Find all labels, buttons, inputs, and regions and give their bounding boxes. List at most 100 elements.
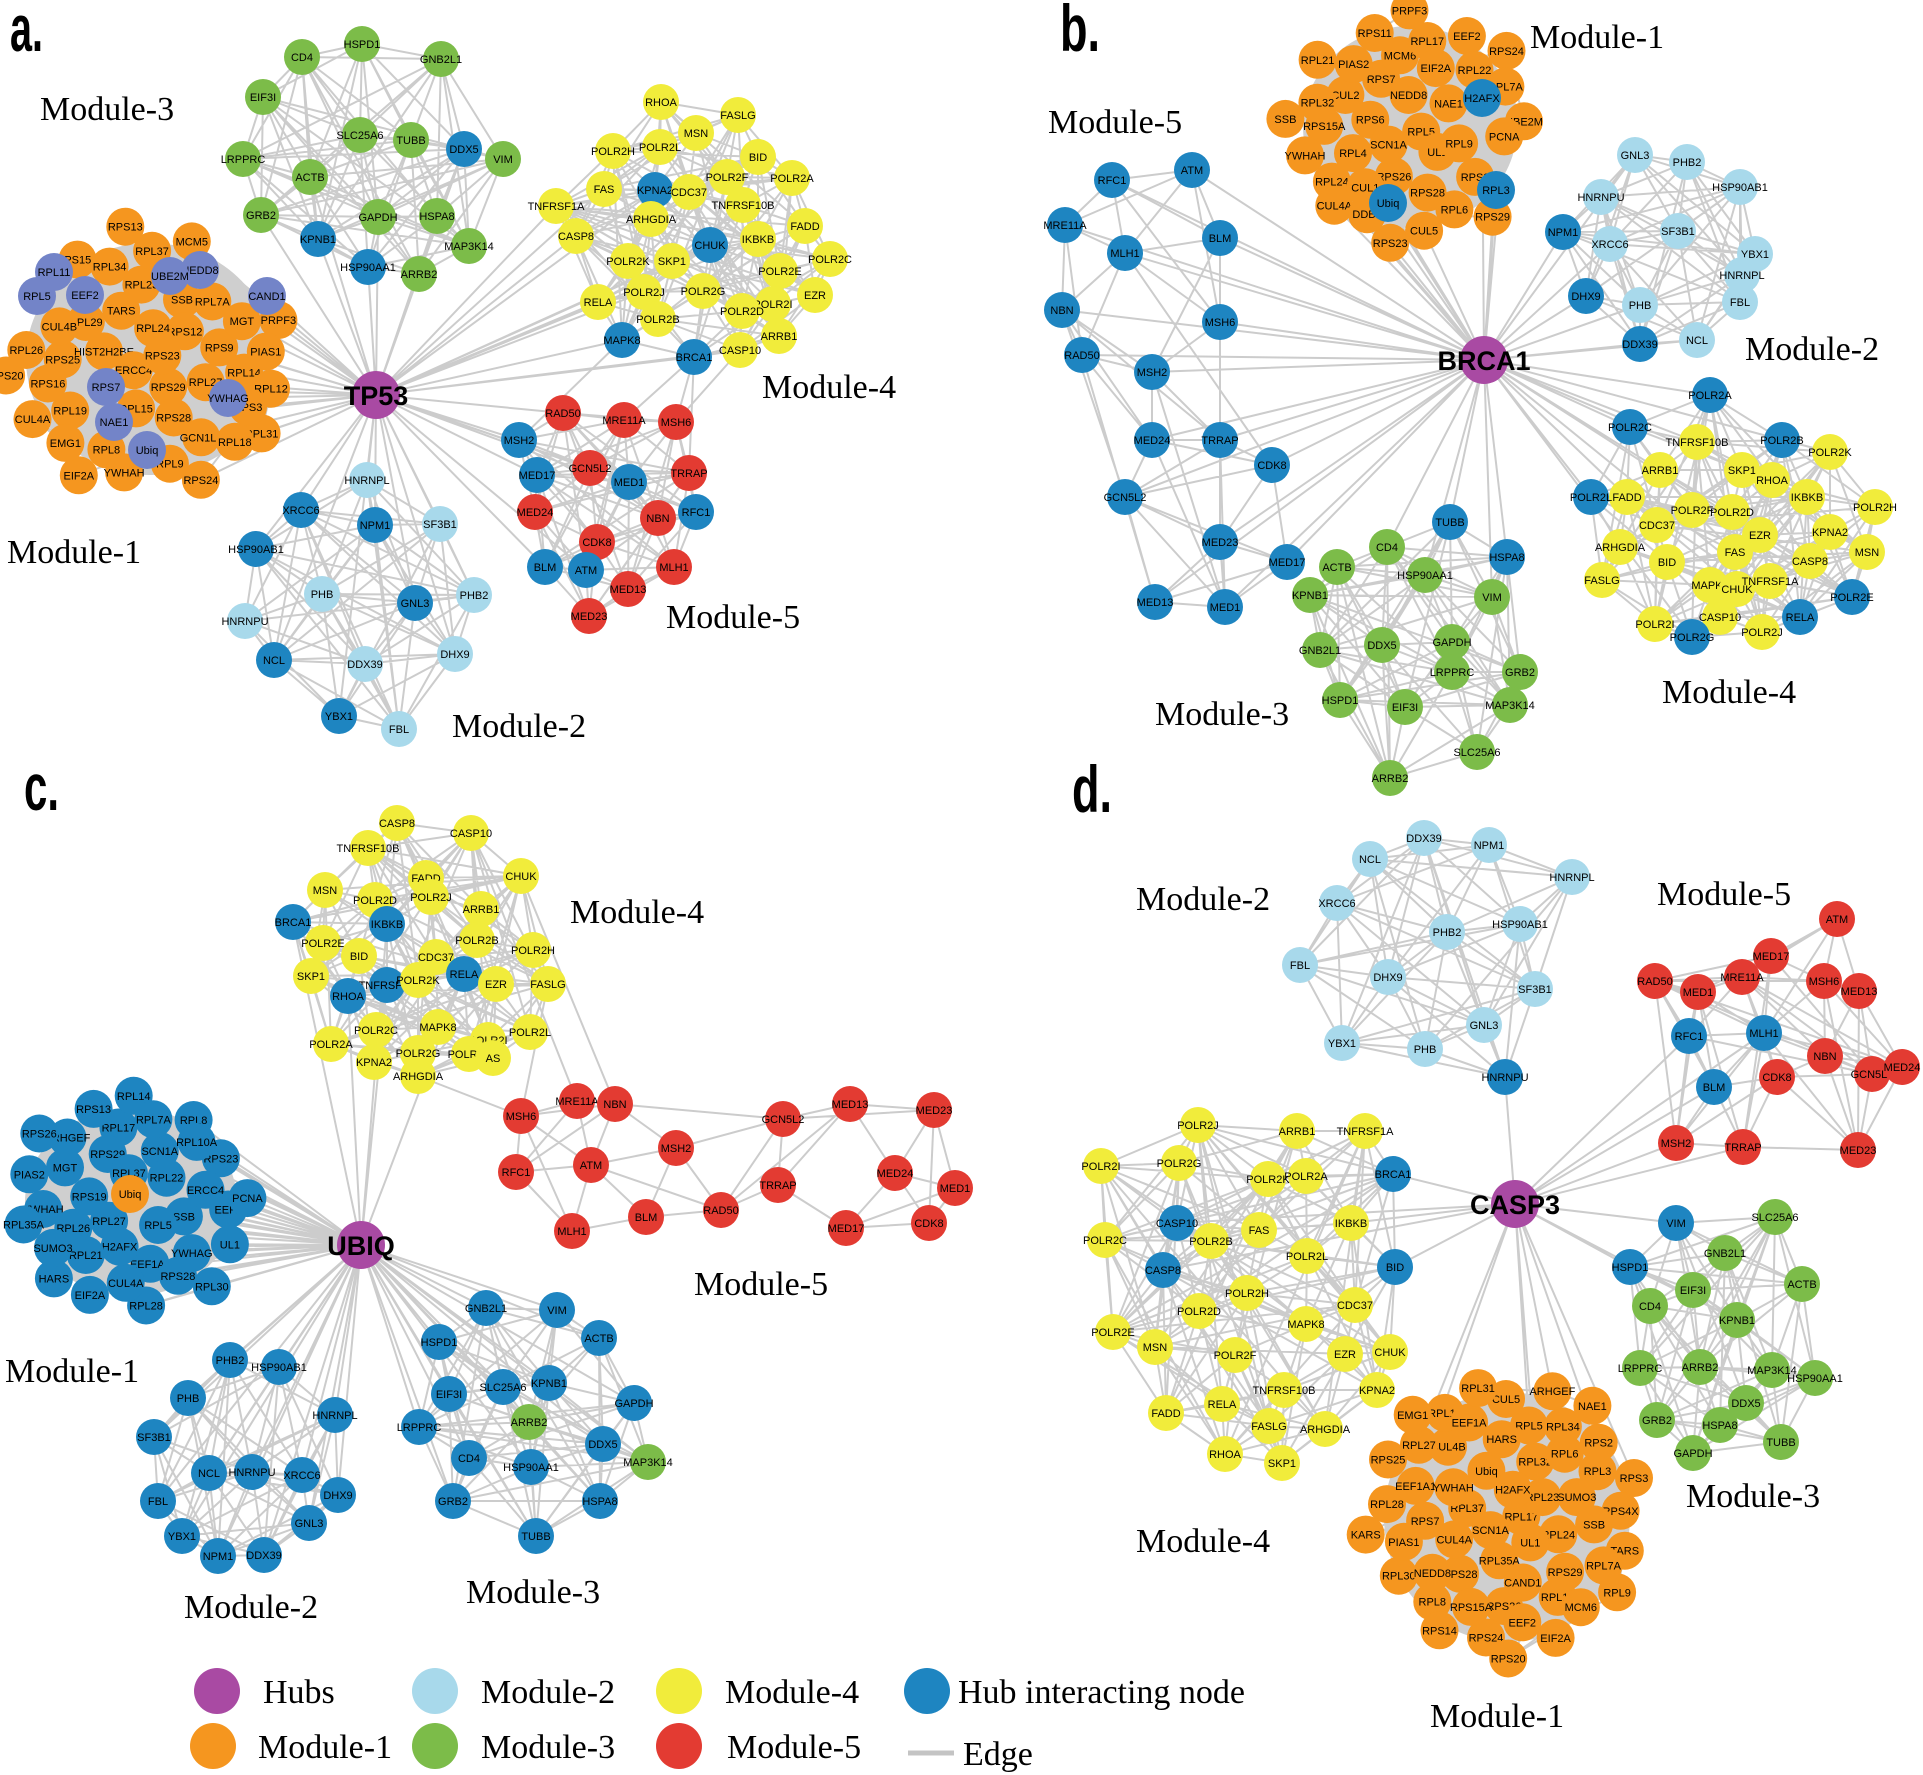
svg-text:POLR2I: POLR2I xyxy=(753,299,792,311)
svg-text:FAS: FAS xyxy=(1249,1225,1270,1237)
svg-text:RPS29: RPS29 xyxy=(1548,1567,1583,1579)
svg-text:HSP90AB1: HSP90AB1 xyxy=(228,544,284,556)
svg-text:RPL8: RPL8 xyxy=(1419,1597,1447,1609)
svg-text:RPS11: RPS11 xyxy=(1358,28,1392,40)
svg-text:MSH6: MSH6 xyxy=(1809,976,1840,988)
svg-text:VIM: VIM xyxy=(1482,592,1502,604)
svg-text:POLR2C: POLR2C xyxy=(1083,1235,1127,1247)
svg-text:GNB2L1: GNB2L1 xyxy=(1704,1248,1746,1260)
svg-text:NEDD8: NEDD8 xyxy=(1390,90,1427,102)
svg-text:MSN: MSN xyxy=(1855,547,1880,559)
svg-text:MAP3K14: MAP3K14 xyxy=(623,1457,673,1469)
svg-text:MED24: MED24 xyxy=(877,1168,914,1180)
svg-text:RPS28: RPS28 xyxy=(156,413,191,425)
svg-text:EIF2A: EIF2A xyxy=(1540,1633,1571,1645)
svg-text:Module-4: Module-4 xyxy=(1662,674,1796,711)
svg-text:TNFRSF10B: TNFRSF10B xyxy=(337,843,400,855)
svg-text:HNRNPL: HNRNPL xyxy=(1719,270,1764,282)
svg-text:CD4: CD4 xyxy=(458,1453,480,1465)
svg-text:MED23: MED23 xyxy=(571,611,608,623)
svg-text:CDC37: CDC37 xyxy=(1639,520,1675,532)
svg-text:RPL31: RPL31 xyxy=(1461,1383,1495,1395)
svg-text:RPL5: RPL5 xyxy=(144,1220,172,1232)
svg-text:MSH6: MSH6 xyxy=(661,417,692,429)
svg-text:EEF1A1: EEF1A1 xyxy=(1395,1481,1436,1493)
svg-text:POLR2E: POLR2E xyxy=(1091,1327,1134,1339)
svg-text:NBN: NBN xyxy=(603,1099,626,1111)
svg-text:H2AFX: H2AFX xyxy=(1495,1485,1531,1497)
svg-text:MSN: MSN xyxy=(313,885,338,897)
svg-text:GCN5L2: GCN5L2 xyxy=(569,463,612,475)
svg-text:RFC1: RFC1 xyxy=(1098,175,1127,187)
svg-text:DDX39: DDX39 xyxy=(347,659,382,671)
svg-text:EEF1A1: EEF1A1 xyxy=(130,1259,171,1271)
svg-text:TNFRSF1A: TNFRSF1A xyxy=(528,201,586,213)
svg-text:SSB: SSB xyxy=(1274,114,1296,126)
svg-text:HSP90AB1: HSP90AB1 xyxy=(1492,919,1548,931)
svg-text:ATM: ATM xyxy=(1181,165,1203,177)
svg-text:RPS25: RPS25 xyxy=(45,354,80,366)
svg-text:POLR2D: POLR2D xyxy=(720,306,764,318)
svg-text:HSPD1: HSPD1 xyxy=(1612,1262,1649,1274)
svg-text:POLR2H: POLR2H xyxy=(1853,502,1897,514)
svg-text:Module-3: Module-3 xyxy=(466,1574,600,1611)
svg-text:MRE11A: MRE11A xyxy=(1043,220,1087,232)
svg-text:GCN5L2: GCN5L2 xyxy=(762,1114,805,1126)
svg-text:MAP3K14: MAP3K14 xyxy=(1485,700,1535,712)
svg-text:POLR2B: POLR2B xyxy=(455,935,498,947)
svg-text:ARRB1: ARRB1 xyxy=(463,904,500,916)
svg-text:PHB2: PHB2 xyxy=(1673,157,1702,169)
svg-text:KPNB1: KPNB1 xyxy=(1292,590,1328,602)
svg-text:MLH1: MLH1 xyxy=(1110,248,1139,260)
svg-text:FASLG: FASLG xyxy=(530,979,565,991)
svg-text:RPL14: RPL14 xyxy=(227,368,261,380)
svg-text:SKP1: SKP1 xyxy=(1728,465,1756,477)
svg-text:MAPK8: MAPK8 xyxy=(419,1022,456,1034)
svg-text:PCNA: PCNA xyxy=(232,1193,263,1205)
svg-text:CUL5: CUL5 xyxy=(1492,1394,1520,1406)
svg-text:CDK8: CDK8 xyxy=(914,1218,943,1230)
svg-text:c.: c. xyxy=(24,750,59,824)
svg-text:HSP90AA1: HSP90AA1 xyxy=(503,1462,559,1474)
svg-text:MED24: MED24 xyxy=(1884,1062,1921,1074)
svg-text:Module-3: Module-3 xyxy=(40,91,174,128)
svg-text:EIF2A: EIF2A xyxy=(64,470,95,482)
svg-text:MED24: MED24 xyxy=(517,507,554,519)
svg-text:CDK8: CDK8 xyxy=(1257,460,1286,472)
svg-text:HNRNPU: HNRNPU xyxy=(221,616,268,628)
svg-text:RPL17: RPL17 xyxy=(1410,36,1444,48)
svg-text:RPS16: RPS16 xyxy=(30,379,65,391)
svg-text:MSN: MSN xyxy=(1143,1342,1168,1354)
svg-text:PHB: PHB xyxy=(311,589,334,601)
svg-text:KPNA2: KPNA2 xyxy=(356,1057,392,1069)
svg-text:RPS28: RPS28 xyxy=(1443,1569,1478,1581)
svg-text:PIAS1: PIAS1 xyxy=(1388,1537,1419,1549)
svg-text:Module-3: Module-3 xyxy=(1686,1478,1820,1515)
svg-text:EEF2: EEF2 xyxy=(1453,31,1481,43)
svg-text:MED23: MED23 xyxy=(916,1105,953,1117)
svg-text:KPNB1: KPNB1 xyxy=(1719,1315,1755,1327)
svg-text:RPL26: RPL26 xyxy=(56,1223,90,1235)
svg-text:KPNA2: KPNA2 xyxy=(637,185,673,197)
svg-text:NCL: NCL xyxy=(263,655,285,667)
svg-text:NCL: NCL xyxy=(1359,854,1381,866)
svg-text:PRPF3: PRPF3 xyxy=(1392,5,1427,17)
svg-text:RPL35A: RPL35A xyxy=(1479,1555,1521,1567)
svg-text:SUMO3: SUMO3 xyxy=(33,1243,72,1255)
svg-text:BRCA1: BRCA1 xyxy=(676,352,713,364)
svg-text:RPL19: RPL19 xyxy=(53,406,87,418)
svg-text:Module-5: Module-5 xyxy=(1048,104,1182,141)
svg-text:RHOA: RHOA xyxy=(645,97,677,109)
svg-text:POLR2H: POLR2H xyxy=(511,945,555,957)
svg-text:CASP10: CASP10 xyxy=(450,828,492,840)
svg-text:TRRAP: TRRAP xyxy=(670,468,707,480)
svg-text:GAPDH: GAPDH xyxy=(1673,1448,1712,1460)
svg-text:POLR2L: POLR2L xyxy=(1286,1251,1328,1263)
svg-text:PHB2: PHB2 xyxy=(216,1355,245,1367)
svg-text:IKBKB: IKBKB xyxy=(1335,1218,1367,1230)
svg-text:EEF2: EEF2 xyxy=(1509,1617,1537,1629)
svg-text:NAE1: NAE1 xyxy=(1578,1401,1607,1413)
svg-text:SLC25A6: SLC25A6 xyxy=(479,1382,526,1394)
svg-text:GRB2: GRB2 xyxy=(1505,667,1535,679)
svg-text:SLC25A6: SLC25A6 xyxy=(1453,747,1500,759)
